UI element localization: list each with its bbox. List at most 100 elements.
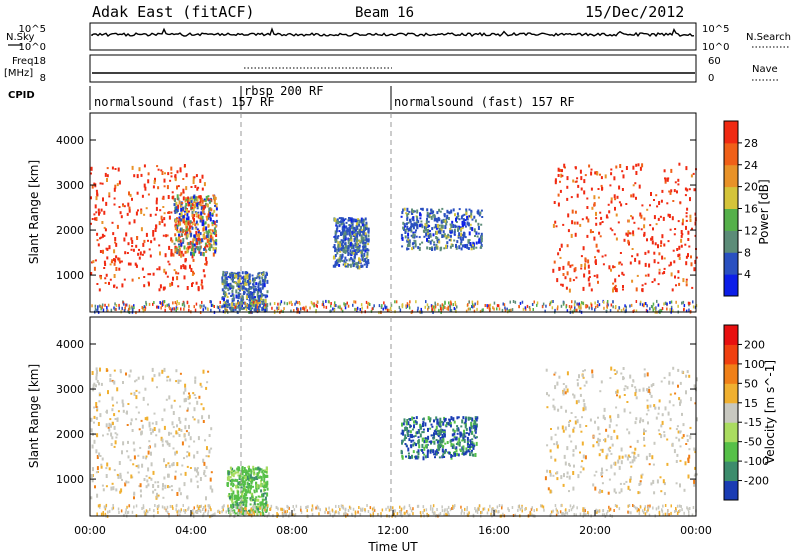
echo-cell bbox=[231, 298, 234, 303]
echo-cell bbox=[167, 211, 170, 214]
echo-cell bbox=[569, 264, 572, 268]
echo-cell bbox=[559, 248, 561, 252]
echo-cell bbox=[607, 447, 610, 451]
echo-cell bbox=[162, 234, 165, 237]
echo-cell bbox=[335, 261, 337, 266]
ground-scatter-cell bbox=[427, 307, 429, 311]
echo-cell bbox=[416, 224, 419, 229]
echo-cell bbox=[658, 268, 661, 271]
echo-cell bbox=[596, 441, 598, 444]
ground-scatter-cell bbox=[131, 308, 134, 312]
echo-cell bbox=[652, 383, 655, 386]
echo-cell bbox=[591, 374, 594, 379]
echo-cell bbox=[437, 451, 440, 454]
echo-cell bbox=[450, 224, 453, 229]
echo-cell bbox=[90, 474, 93, 478]
echo-cell bbox=[171, 252, 174, 256]
echo-cell bbox=[211, 214, 214, 217]
echo-cell bbox=[195, 475, 198, 478]
ground-scatter-cell bbox=[179, 513, 181, 517]
echo-cell bbox=[198, 195, 201, 199]
echo-cell bbox=[127, 262, 130, 266]
echo-cell bbox=[674, 275, 676, 279]
ground-scatter-cell bbox=[450, 309, 453, 312]
echo-cell bbox=[631, 248, 634, 250]
echo-cell bbox=[245, 503, 248, 508]
echo-cell bbox=[113, 284, 116, 287]
ground-scatter-cell bbox=[102, 511, 104, 514]
echo-cell bbox=[205, 386, 208, 390]
echo-cell bbox=[199, 382, 202, 386]
echo-cell bbox=[632, 380, 635, 383]
echo-cell bbox=[166, 379, 169, 382]
echo-cell bbox=[174, 177, 177, 182]
echo-cell bbox=[584, 455, 587, 460]
echo-cell bbox=[410, 234, 413, 237]
echo-cell bbox=[443, 432, 445, 435]
echo-cell bbox=[183, 398, 186, 403]
echo-cell bbox=[191, 223, 194, 226]
echo-cell bbox=[663, 257, 666, 260]
echo-cell bbox=[616, 195, 619, 199]
echo-cell bbox=[185, 225, 188, 229]
echo-cell bbox=[102, 197, 104, 202]
ground-scatter-cell bbox=[183, 509, 185, 513]
echo-cell bbox=[190, 204, 193, 209]
echo-cell bbox=[573, 394, 576, 399]
echo-cell bbox=[415, 416, 418, 420]
echo-cell bbox=[599, 390, 602, 393]
ground-scatter-cell bbox=[688, 513, 690, 517]
echo-cell bbox=[135, 395, 138, 400]
echo-cell bbox=[411, 242, 414, 246]
echo-cell bbox=[181, 464, 184, 467]
echo-cell bbox=[180, 227, 183, 232]
ground-scatter-cell bbox=[102, 308, 105, 312]
echo-cell bbox=[582, 467, 585, 471]
ground-scatter-cell bbox=[424, 305, 426, 309]
ground-scatter-cell bbox=[96, 308, 98, 312]
echo-cell bbox=[180, 250, 183, 254]
echo-cell bbox=[171, 489, 174, 492]
echo-cell bbox=[468, 231, 471, 236]
echo-cell bbox=[417, 246, 420, 250]
ground-scatter-cell bbox=[416, 504, 419, 508]
ground-scatter-cell bbox=[647, 508, 649, 512]
echo-cell bbox=[242, 511, 244, 515]
echo-cell bbox=[460, 425, 463, 428]
echo-cell bbox=[415, 221, 418, 224]
echo-cell bbox=[357, 231, 360, 234]
echo-cell bbox=[615, 165, 618, 169]
echo-cell bbox=[693, 387, 696, 389]
echo-cell bbox=[95, 211, 98, 214]
echo-cell bbox=[191, 251, 194, 255]
echo-cell bbox=[457, 226, 460, 230]
echo-cell bbox=[620, 447, 623, 452]
echo-cell bbox=[258, 469, 261, 473]
ground-scatter-cell bbox=[689, 301, 691, 305]
echo-cell bbox=[171, 421, 174, 426]
echo-cell bbox=[472, 244, 474, 247]
echo-cell bbox=[651, 455, 654, 460]
echo-cell bbox=[685, 255, 688, 259]
echo-cell bbox=[469, 416, 472, 420]
echo-cell bbox=[660, 380, 663, 383]
echo-cell bbox=[122, 204, 125, 207]
echo-cell bbox=[205, 465, 208, 469]
echo-cell bbox=[266, 480, 269, 485]
echo-cell bbox=[208, 449, 211, 454]
echo-cell bbox=[193, 234, 196, 238]
echo-cell bbox=[564, 461, 567, 466]
echo-cell bbox=[404, 427, 407, 431]
echo-cell bbox=[409, 418, 412, 421]
echo-cell bbox=[200, 211, 203, 216]
echo-cell bbox=[585, 216, 588, 220]
echo-cell bbox=[90, 496, 93, 500]
ground-scatter-cell bbox=[637, 508, 640, 512]
echo-cell bbox=[193, 243, 196, 247]
echo-cell bbox=[147, 281, 150, 284]
echo-cell bbox=[436, 223, 439, 228]
echo-cell bbox=[104, 228, 107, 232]
echo-cell bbox=[409, 220, 412, 223]
echo-cell bbox=[104, 282, 107, 284]
echo-cell bbox=[192, 248, 195, 253]
